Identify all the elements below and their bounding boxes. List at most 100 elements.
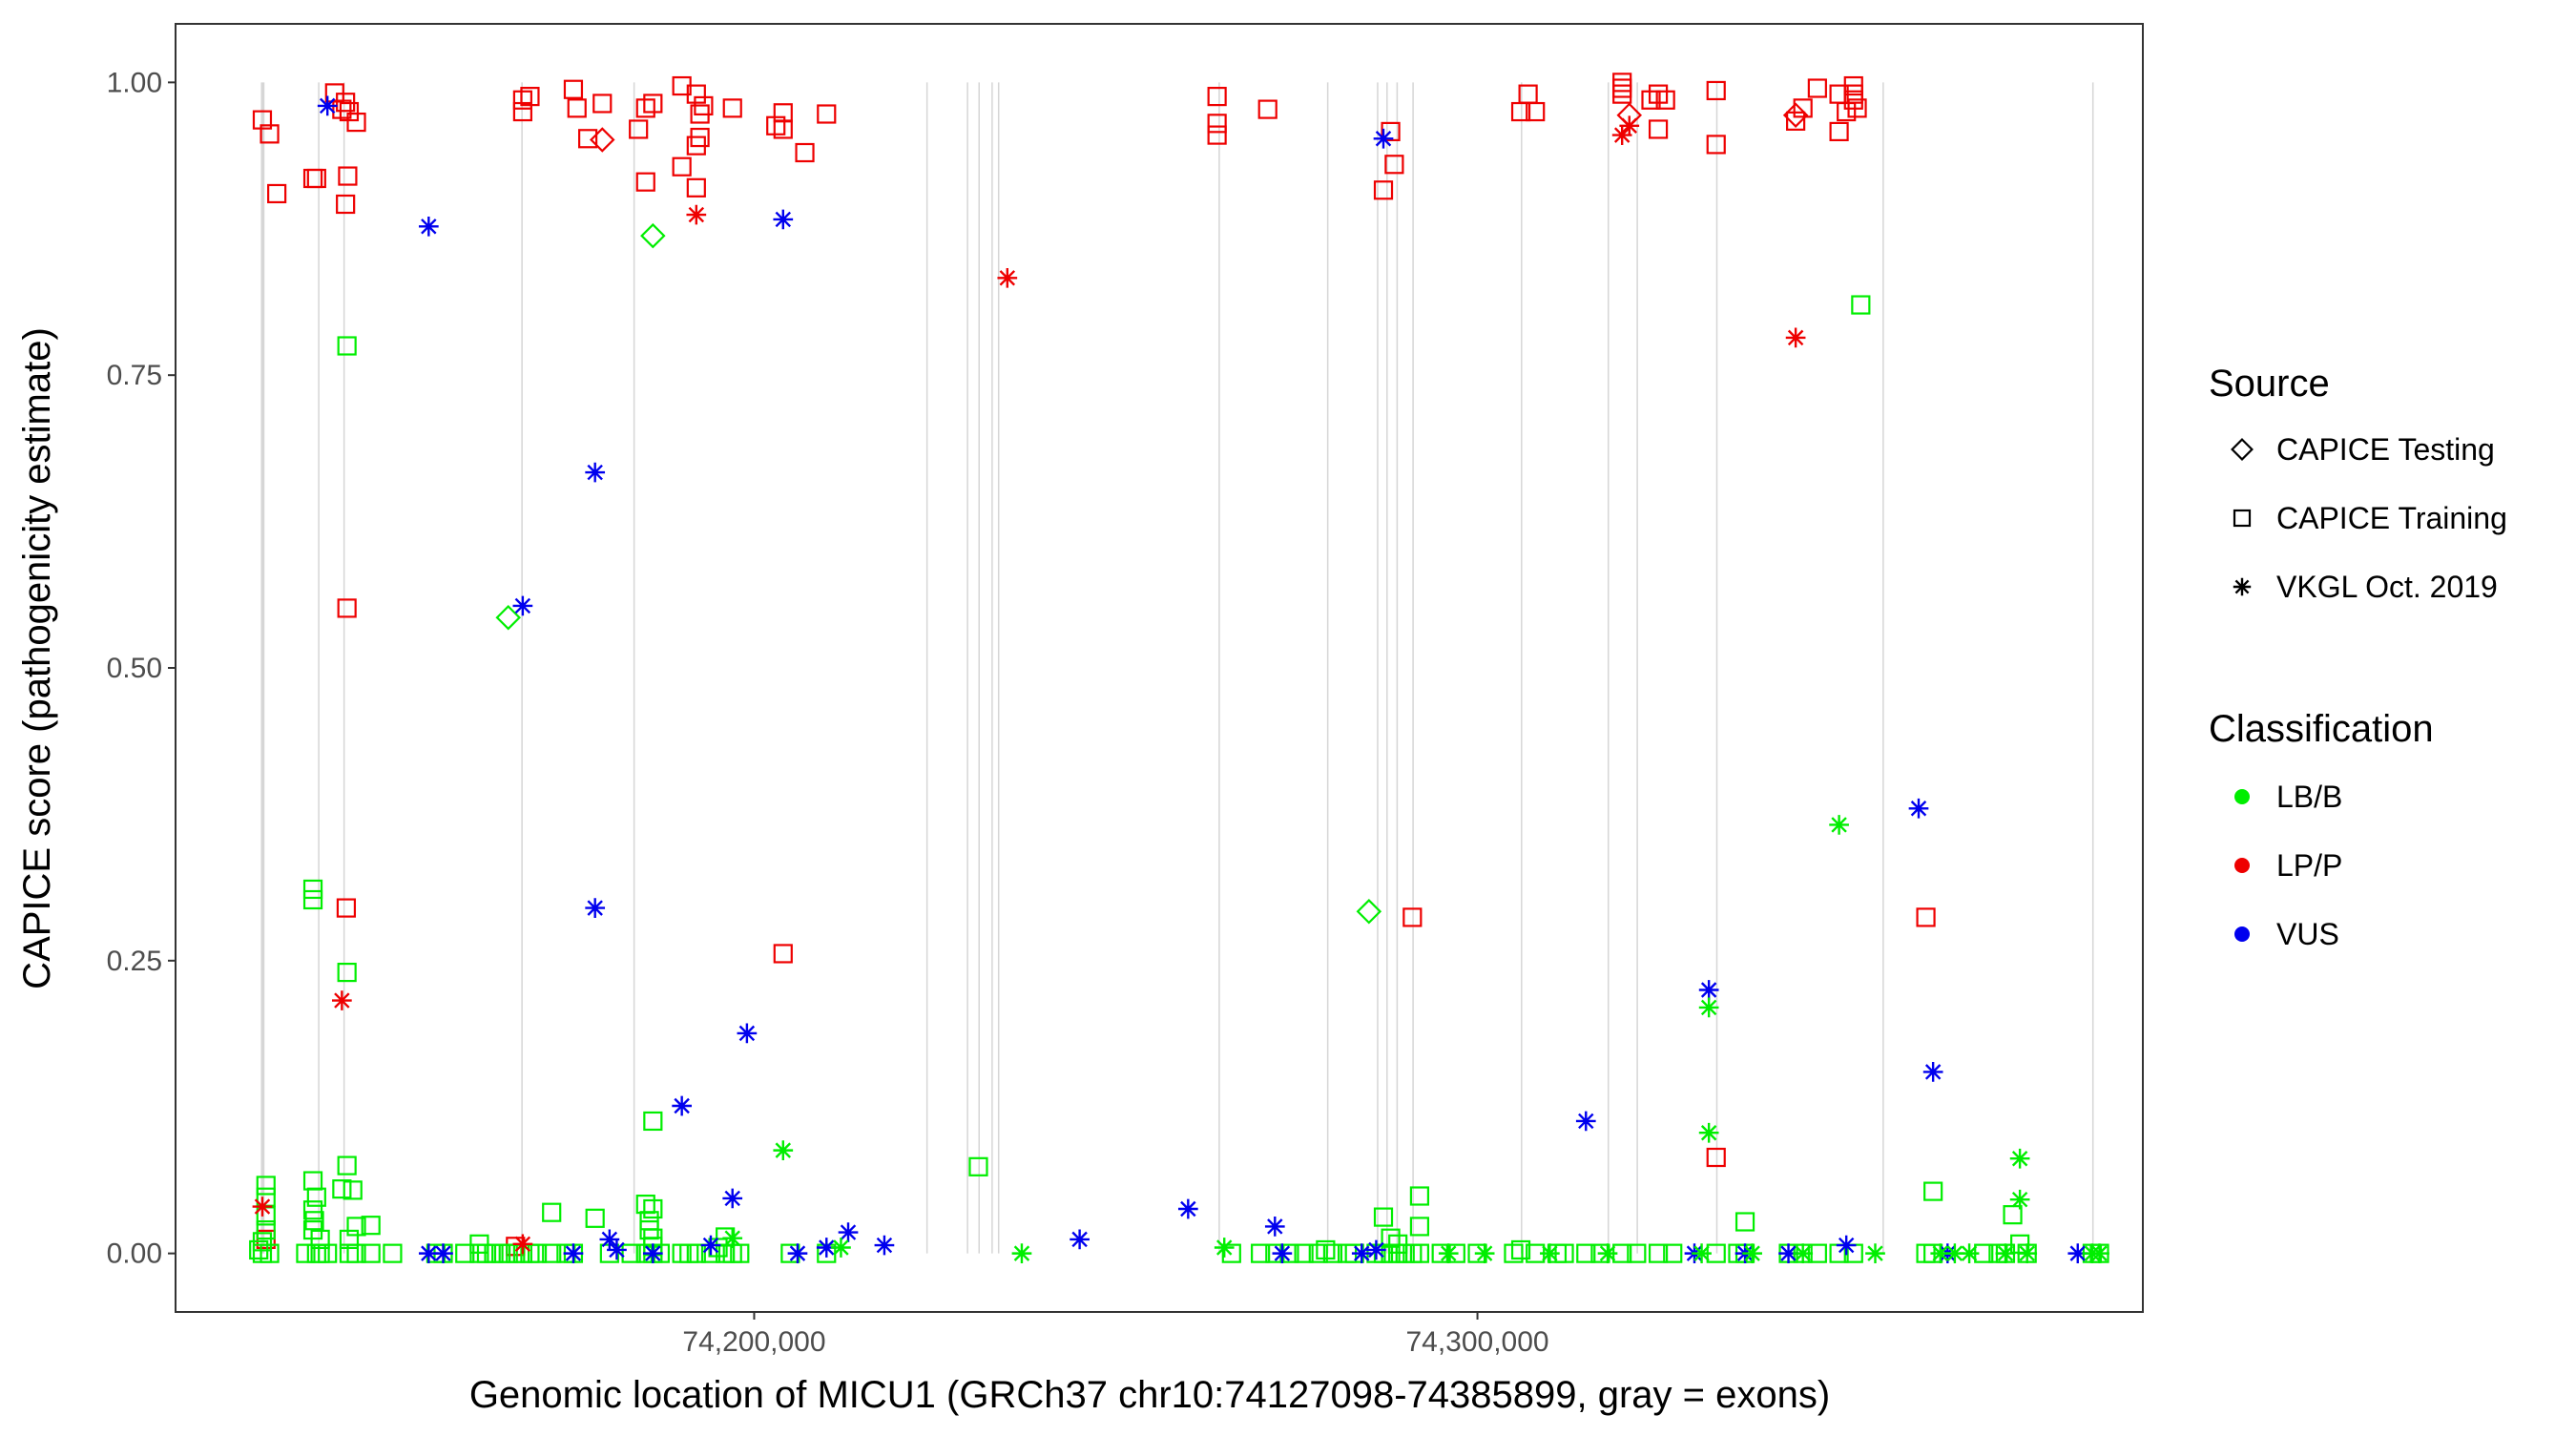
point-square (1807, 78, 1827, 98)
y-axis-title: CAPICE score (pathogenicity estimate) (16, 327, 58, 989)
point-asterisk (1778, 1243, 1798, 1263)
point-square (1706, 135, 1726, 155)
point-square (643, 94, 663, 114)
point-square (1916, 907, 1936, 927)
point-asterisk (1264, 1217, 1285, 1237)
point-asterisk (1698, 980, 1719, 1000)
point-asterisk (700, 1235, 721, 1256)
exon-line (1386, 82, 1388, 1254)
point-square (1829, 121, 1849, 142)
point-square (563, 79, 584, 99)
point-square (817, 104, 837, 124)
legend: Source Classification CAPICE Testing CAPI… (2209, 363, 2507, 951)
point-square (338, 166, 358, 186)
point-square (1504, 1243, 1524, 1263)
point-asterisk (1214, 1238, 1235, 1258)
exon-line (633, 82, 635, 1254)
point-diamond (590, 127, 615, 153)
point-square (1706, 80, 1726, 101)
point-square (339, 1229, 360, 1250)
point-square (306, 1187, 326, 1207)
exon-lines (260, 82, 2094, 1254)
exon-line (318, 82, 320, 1254)
point-square (336, 898, 357, 918)
point-square (346, 112, 366, 133)
point-asterisk (252, 1197, 273, 1217)
point-asterisk (418, 216, 439, 237)
point-asterisk (1930, 1243, 1951, 1263)
point-asterisk (1944, 1243, 1965, 1263)
point-asterisk (1438, 1243, 1459, 1263)
point-square (795, 142, 815, 163)
point-square (260, 1243, 280, 1263)
point-square (302, 1200, 323, 1220)
point-square (542, 1243, 562, 1263)
exon-line (1396, 82, 1399, 1254)
point-square (1388, 1234, 1408, 1254)
point-asterisk (1575, 1111, 1596, 1132)
point-square (339, 101, 360, 122)
point-asterisk (1611, 125, 1632, 145)
y-tick-label: 0.75 (107, 360, 162, 391)
exon-line (966, 82, 968, 1254)
point-asterisk (585, 898, 606, 918)
point-asterisk (585, 462, 606, 483)
point-asterisk (1373, 128, 1394, 149)
point-square (1207, 125, 1227, 145)
point-square (332, 99, 352, 119)
point-square (1655, 90, 1675, 110)
point-asterisk (672, 1095, 693, 1116)
point-asterisk (2089, 1243, 2109, 1263)
y-tick-label: 1.00 (107, 67, 162, 98)
point-asterisk (1177, 1198, 1198, 1219)
exon-line (2091, 82, 2094, 1254)
point-asterisk (1692, 1243, 1712, 1263)
point-square (968, 1156, 988, 1176)
exon-line (1521, 82, 1523, 1254)
point-asterisk (2009, 1189, 2030, 1210)
point-asterisk (1474, 1243, 1495, 1263)
point-square (1257, 99, 1278, 119)
point-square (361, 1243, 381, 1263)
point-square (1221, 1243, 1241, 1263)
point-asterisk (2009, 1148, 2030, 1169)
point-square (1612, 78, 1632, 98)
point-asterisk (737, 1023, 758, 1044)
point-square (1384, 155, 1404, 175)
data-points (249, 73, 2109, 1263)
point-square (256, 1219, 276, 1240)
point-square (302, 879, 323, 900)
point-square (1735, 1212, 1755, 1232)
exon-line (260, 82, 265, 1254)
point-asterisk (1836, 1235, 1857, 1256)
point-asterisk (1619, 115, 1640, 136)
y-tick-label: 0.50 (107, 653, 162, 684)
point-square (256, 1176, 276, 1196)
exon-line (1608, 82, 1610, 1254)
point-asterisk (1785, 327, 1806, 348)
point-asterisk (563, 1243, 584, 1263)
point-square (722, 98, 742, 118)
point-square (567, 98, 587, 118)
point-square (1847, 98, 1867, 118)
point-square (346, 1217, 366, 1237)
point-square (1251, 1243, 1271, 1263)
point-square (592, 94, 613, 114)
point-square (260, 124, 280, 144)
exon-line (1715, 82, 1718, 1254)
point-square (585, 1208, 605, 1228)
point-square (318, 1243, 338, 1263)
point-square (267, 183, 287, 204)
series-group (252, 115, 1806, 1255)
point-square (1308, 1243, 1328, 1263)
point-asterisk (686, 204, 707, 225)
point-square (249, 1239, 269, 1260)
point-square (337, 1155, 357, 1176)
point-asterisk (722, 1228, 743, 1249)
point-square (512, 101, 532, 122)
exon-line (991, 82, 993, 1254)
point-asterisk (1698, 997, 1719, 1018)
point-square (1409, 1243, 1430, 1263)
